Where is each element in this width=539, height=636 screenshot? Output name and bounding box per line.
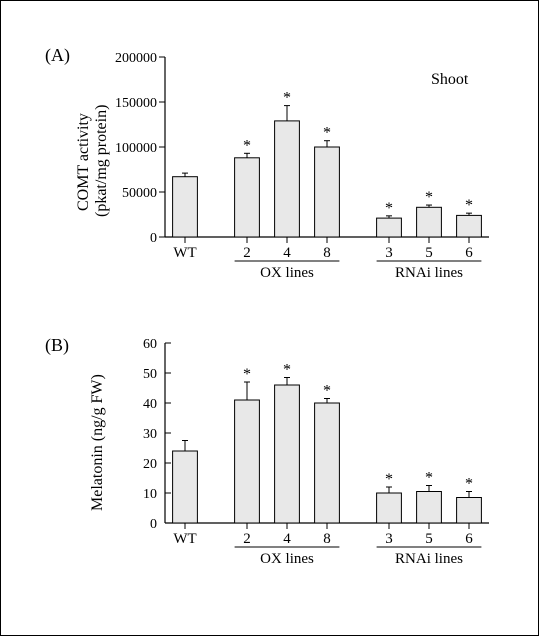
svg-text:6: 6 (465, 531, 473, 547)
panel-b-letter: (B) (45, 335, 69, 356)
svg-text:0: 0 (150, 517, 157, 532)
svg-text:OX lines: OX lines (260, 265, 314, 281)
svg-text:200000: 200000 (115, 51, 157, 66)
panel-a-ylabel-1: COMT activity (75, 113, 93, 211)
svg-text:10: 10 (143, 487, 157, 502)
svg-text:*: * (243, 366, 251, 383)
svg-text:50000: 50000 (122, 186, 157, 201)
svg-text:5: 5 (425, 245, 433, 261)
svg-text:OX lines: OX lines (260, 551, 314, 567)
svg-text:40: 40 (143, 397, 157, 412)
svg-text:RNAi lines: RNAi lines (395, 265, 463, 281)
svg-text:*: * (243, 137, 251, 154)
svg-text:*: * (465, 197, 473, 214)
svg-text:WT: WT (173, 245, 196, 261)
svg-text:2: 2 (243, 531, 251, 547)
svg-text:*: * (283, 90, 291, 107)
svg-text:*: * (425, 189, 433, 206)
svg-text:8: 8 (323, 245, 331, 261)
panel-a-chart: 0 50000 100000 150000 200000 WT * 2 * 4 * 8 * 3 * 5 * 6 OX… (107, 45, 503, 285)
panel-b-ylabel: Melatonin (ng/g FW) (89, 374, 107, 511)
svg-text:*: * (385, 200, 393, 217)
svg-text:*: * (323, 125, 331, 142)
svg-text:5: 5 (425, 531, 433, 547)
svg-text:8: 8 (323, 531, 331, 547)
svg-text:3: 3 (385, 531, 393, 547)
svg-text:50: 50 (143, 367, 157, 382)
svg-text:4: 4 (283, 531, 291, 547)
svg-text:150000: 150000 (115, 96, 157, 111)
svg-text:*: * (283, 362, 291, 379)
svg-text:0: 0 (150, 231, 157, 246)
svg-text:60: 60 (143, 337, 157, 352)
svg-text:30: 30 (143, 427, 157, 442)
svg-text:*: * (425, 470, 433, 487)
svg-text:2: 2 (243, 245, 251, 261)
svg-text:3: 3 (385, 245, 393, 261)
svg-text:*: * (323, 383, 331, 400)
svg-text:20: 20 (143, 457, 157, 472)
svg-text:RNAi lines: RNAi lines (395, 551, 463, 567)
svg-text:*: * (465, 476, 473, 493)
svg-text:100000: 100000 (115, 141, 157, 156)
panel-b-chart: 0 10 20 30 40 50 60 WT * 2 * 4 * 8 * 3 * 5 * 6 OX lines RNAi … (107, 331, 503, 571)
svg-text:WT: WT (173, 531, 196, 547)
svg-text:6: 6 (465, 245, 473, 261)
panel-a-letter: (A) (45, 45, 70, 66)
svg-text:4: 4 (283, 245, 291, 261)
svg-text:*: * (385, 471, 393, 488)
